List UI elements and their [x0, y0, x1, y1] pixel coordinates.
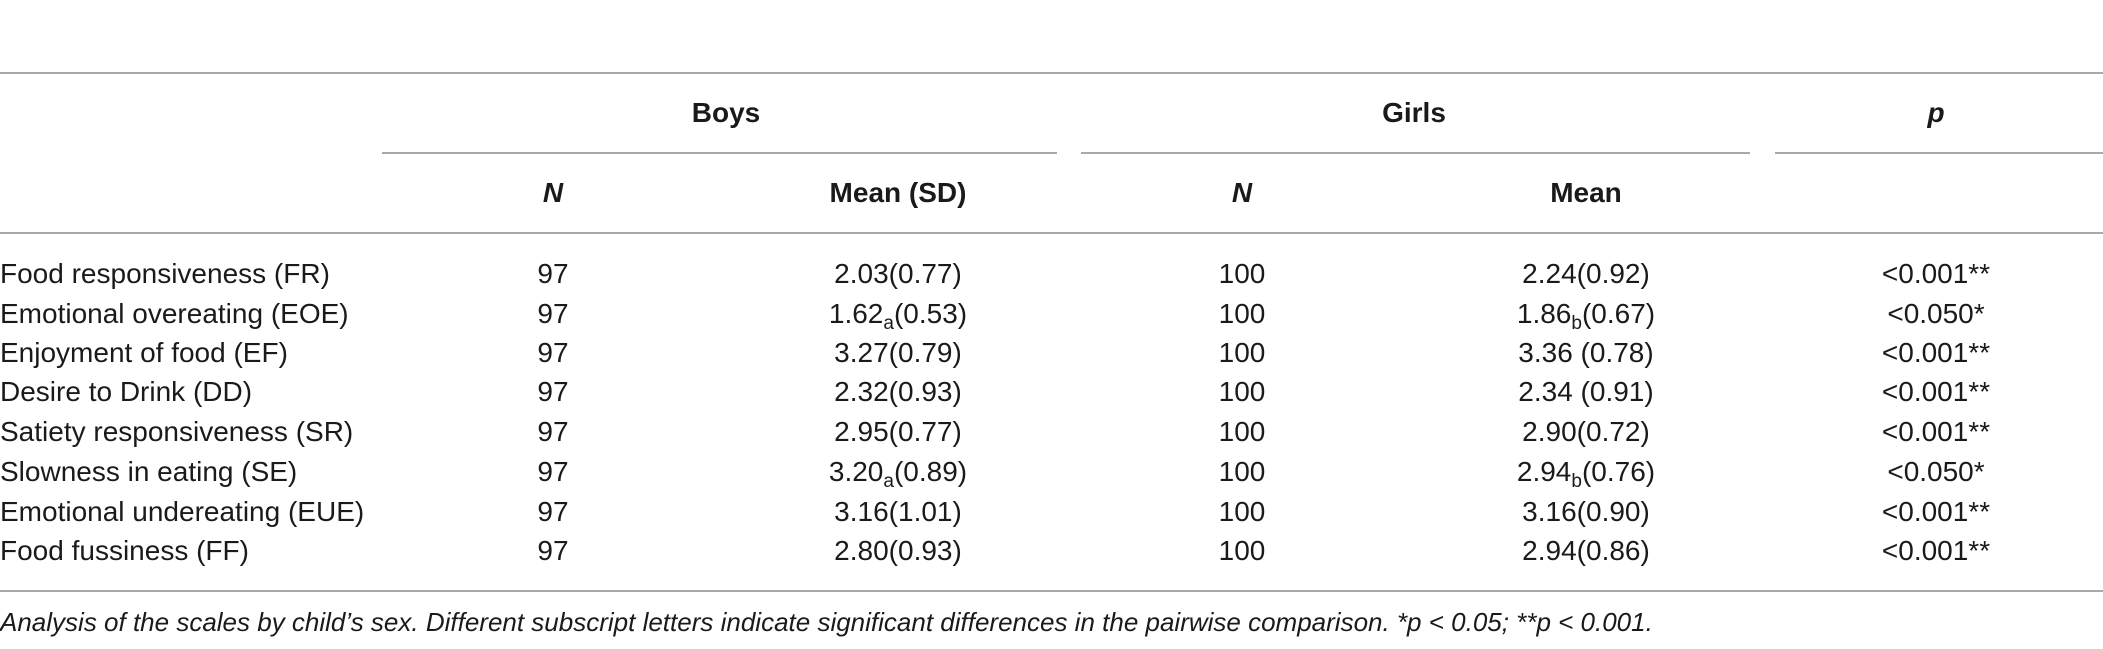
sd-value: (0.78) — [1572, 337, 1654, 368]
girls-n-cell: 100 — [1218, 416, 1266, 447]
header-girls: Girls — [1382, 97, 1446, 128]
sd-value: (0.93) — [888, 376, 962, 407]
mean-value: 3.27 — [834, 337, 889, 368]
header-p: p — [1927, 97, 1945, 128]
p-value-cell: <0.001** — [1881, 337, 1991, 368]
girls-mean-cell: 2.34 (0.91) — [1518, 376, 1653, 418]
boys-mean-cell: 2.03(0.77) — [834, 258, 962, 300]
header-boys-mean: Mean (SD) — [829, 177, 967, 208]
girls-n-cell: 100 — [1218, 337, 1266, 368]
p-value-cell: <0.050* — [1887, 298, 1985, 329]
table-bottom-rule — [0, 590, 2103, 592]
scale-name-cell: Desire to Drink (DD) — [0, 376, 253, 407]
p-value-cell: <0.050* — [1887, 456, 1985, 487]
girls-mean-cell: 3.16(0.90) — [1522, 496, 1650, 538]
boys-mean-cell: 2.32(0.93) — [834, 376, 962, 418]
mean-value: 2.03 — [834, 258, 889, 289]
boys-mean-cell: 2.80(0.93) — [834, 535, 962, 577]
scale-name-cell: Food responsiveness (FR) — [0, 258, 330, 289]
sd-value: (0.91) — [1572, 376, 1654, 407]
scale-name-cell: Emotional undereating (EUE) — [0, 496, 365, 527]
mean-value: 3.20 — [828, 456, 884, 487]
p-value-cell: <0.001** — [1881, 416, 1991, 447]
mean-value: 2.90 — [1522, 416, 1577, 447]
sd-value: (1.01) — [888, 496, 962, 527]
sd-value: (0.53) — [893, 298, 968, 329]
sd-value: (0.90) — [1576, 496, 1650, 527]
boys-n-cell: 97 — [537, 535, 569, 566]
header-bottom-rule — [0, 232, 2103, 234]
subscript-letter: b — [1571, 471, 1582, 492]
scale-name-cell: Enjoyment of food (EF) — [0, 337, 288, 368]
p-value-cell: <0.001** — [1881, 376, 1991, 407]
girls-n-cell: 100 — [1218, 258, 1266, 289]
boys-group-rule — [382, 152, 1057, 154]
subscript-letter: a — [883, 313, 894, 334]
sd-value: (0.93) — [888, 535, 962, 566]
table-footnote: Analysis of the scales by child’s sex. D… — [0, 607, 1653, 637]
boys-mean-cell: 3.27(0.79) — [834, 337, 962, 379]
header-girls-n: N — [1231, 177, 1253, 208]
girls-n-cell: 100 — [1218, 456, 1266, 487]
mean-value: 2.94 — [1522, 535, 1577, 566]
girls-n-cell: 100 — [1218, 376, 1266, 407]
sd-value: (0.92) — [1576, 258, 1650, 289]
girls-n-cell: 100 — [1218, 496, 1266, 527]
mean-value: 2.34 — [1518, 376, 1573, 407]
girls-group-rule — [1081, 152, 1750, 154]
boys-mean-cell: 3.16(1.01) — [834, 496, 962, 538]
mean-value: 2.32 — [834, 376, 889, 407]
top-rule — [0, 72, 2103, 74]
scale-name-cell: Slowness in eating (SE) — [0, 456, 298, 487]
sd-value: (0.89) — [893, 456, 968, 487]
sd-value: (0.77) — [888, 258, 962, 289]
girls-mean-cell: 2.94(0.86) — [1522, 535, 1650, 577]
boys-n-cell: 97 — [537, 337, 569, 368]
scale-name-cell: Food fussiness (FF) — [0, 535, 249, 566]
sd-value: (0.79) — [888, 337, 962, 368]
sd-value: (0.76) — [1581, 456, 1656, 487]
sd-value: (0.86) — [1576, 535, 1650, 566]
mean-value: 3.16 — [1522, 496, 1577, 527]
boys-n-cell: 97 — [537, 298, 569, 329]
boys-mean-cell: 3.20a(0.89) — [829, 456, 967, 498]
girls-mean-cell: 3.36 (0.78) — [1518, 337, 1653, 379]
mean-value: 2.95 — [834, 416, 889, 447]
header-girls-mean: Mean — [1550, 177, 1622, 208]
p-value-cell: <0.001** — [1881, 258, 1991, 289]
girls-n-cell: 100 — [1218, 298, 1266, 329]
boys-n-cell: 97 — [537, 376, 569, 407]
boys-mean-cell: 1.62a(0.53) — [829, 298, 967, 340]
mean-value: 1.86 — [1516, 298, 1572, 329]
header-boys: Boys — [691, 97, 761, 128]
mean-value: 2.80 — [834, 535, 889, 566]
girls-mean-cell: 2.24(0.92) — [1522, 258, 1650, 300]
girls-mean-cell: 1.86b(0.67) — [1517, 298, 1655, 340]
boys-mean-cell: 2.95(0.77) — [834, 416, 962, 458]
sd-value: (0.72) — [1576, 416, 1650, 447]
scale-name-cell: Satiety responsiveness (SR) — [0, 416, 354, 447]
mean-value: 3.16 — [834, 496, 889, 527]
boys-n-cell: 97 — [537, 496, 569, 527]
subscript-letter: b — [1571, 313, 1582, 334]
sd-value: (0.77) — [888, 416, 962, 447]
sd-value: (0.67) — [1581, 298, 1656, 329]
girls-mean-cell: 2.94b(0.76) — [1517, 456, 1655, 498]
mean-value: 2.94 — [1516, 456, 1572, 487]
mean-value: 3.36 — [1518, 337, 1573, 368]
header-boys-n: N — [542, 177, 564, 208]
girls-n-cell: 100 — [1218, 535, 1266, 566]
mean-value: 2.24 — [1522, 258, 1577, 289]
boys-n-cell: 97 — [537, 416, 569, 447]
scale-name-cell: Emotional overeating (EOE) — [0, 298, 349, 329]
girls-mean-cell: 2.90(0.72) — [1522, 416, 1650, 458]
p-value-cell: <0.001** — [1881, 496, 1991, 527]
mean-value: 1.62 — [828, 298, 884, 329]
boys-n-cell: 97 — [537, 258, 569, 289]
subscript-letter: a — [883, 471, 894, 492]
p-group-rule — [1775, 152, 2103, 154]
boys-n-cell: 97 — [537, 456, 569, 487]
p-value-cell: <0.001** — [1881, 535, 1991, 566]
